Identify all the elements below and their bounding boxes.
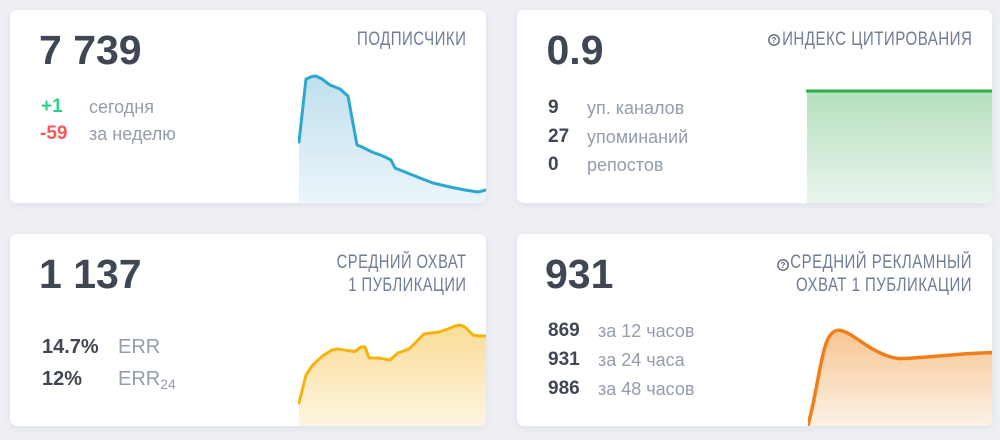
svg-text:?: ? [780, 261, 785, 270]
svg-text:?: ? [772, 36, 777, 45]
